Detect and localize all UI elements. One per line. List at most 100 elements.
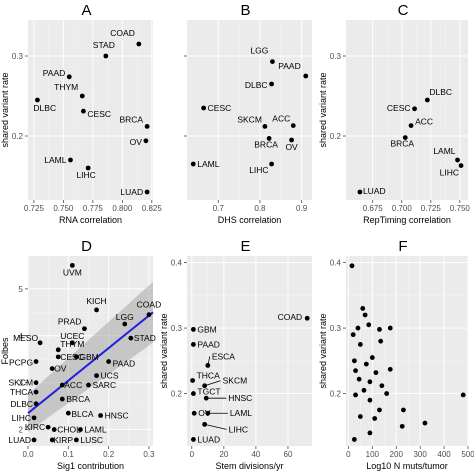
data-point	[455, 157, 460, 163]
y-tick-label: 0.4	[330, 259, 342, 268]
data-point	[94, 373, 99, 379]
point-label: ESCA	[212, 351, 235, 361]
data-point	[82, 326, 87, 332]
x-axis-title: Log10 N muts/tumor	[366, 461, 448, 471]
data-point	[33, 401, 39, 407]
x-tick-label: 0.9	[296, 204, 308, 213]
data-point	[68, 157, 73, 163]
panel-letter: F	[398, 238, 407, 255]
data-point	[384, 391, 390, 396]
y-tick-label: 0.4	[171, 259, 183, 268]
data-point	[55, 354, 61, 360]
x-tick-label: 300	[413, 450, 427, 459]
data-point	[367, 379, 373, 385]
data-point	[369, 355, 375, 360]
y-tick-label: 0.2	[330, 390, 342, 399]
y-axis-title: shared variant rate	[159, 313, 169, 388]
data-point	[66, 74, 72, 80]
data-point	[201, 105, 207, 111]
point-label: CESC	[60, 352, 84, 362]
confidence-band	[28, 281, 153, 432]
data-point	[190, 378, 196, 383]
point-label: KIRC	[25, 422, 45, 432]
data-point	[367, 397, 373, 403]
x-tick-label: 100	[366, 450, 380, 459]
point-label: OV	[130, 137, 143, 147]
y-tick-label: 5	[19, 285, 24, 294]
data-point	[387, 366, 393, 372]
data-point	[262, 124, 268, 129]
panel-letter: E	[240, 238, 250, 255]
data-point	[379, 383, 385, 389]
data-point	[361, 387, 367, 393]
point-label: THYM	[54, 82, 78, 92]
data-point	[401, 407, 406, 413]
point-label: STAD	[134, 333, 156, 343]
data-point	[303, 73, 309, 79]
y-tick-label: 0.2	[330, 132, 342, 141]
data-point	[349, 263, 355, 269]
x-tick-label: 0.725	[24, 204, 45, 213]
x-tick-label: 0.0	[22, 450, 34, 459]
panel-d: 0.0 0.1 0.2 0.3 2 3 4 5 UVM KICH COAD PRAD LGG UCEC ST…	[0, 238, 161, 471]
data-point	[144, 189, 150, 195]
data-point	[136, 41, 142, 47]
data-point	[377, 407, 382, 413]
x-tick-label: 20	[219, 450, 228, 459]
data-point	[353, 368, 358, 374]
point-label: PAAD	[278, 61, 301, 71]
x-tick-label: 0.725	[421, 204, 442, 213]
data-point	[373, 370, 379, 376]
data-point	[402, 135, 408, 141]
point-label: DLBC	[429, 87, 452, 97]
panel-letter: B	[240, 2, 250, 19]
point-label: SKCM	[223, 376, 248, 386]
data-point	[78, 427, 83, 432]
point-label: CESC	[208, 103, 232, 113]
point-label: SARC	[92, 380, 116, 390]
data-point	[357, 414, 363, 419]
point-label: LAML	[230, 408, 252, 418]
x-tick-label: 0.8	[254, 204, 266, 213]
x-axis-title: RNA correlation	[59, 215, 122, 225]
point-label: LUAD	[363, 186, 386, 196]
point-label: KIRP	[53, 435, 73, 445]
data-point	[49, 437, 55, 443]
data-point	[360, 306, 366, 311]
panel-e: 0 20 40 60 0.2 0.3 0.4 COAD GBM PAAD ESCA THCASKCMT…	[159, 238, 312, 471]
point-label: LUAD	[197, 434, 220, 444]
point-label: OV	[54, 364, 67, 374]
data-point	[353, 392, 358, 398]
data-point	[387, 325, 393, 331]
data-point	[146, 312, 152, 318]
data-point	[85, 165, 91, 171]
data-point	[378, 338, 384, 344]
point-label: THYM	[60, 339, 84, 349]
point-label: PAAD	[197, 339, 220, 349]
x-tick-label: 0.675	[363, 204, 384, 213]
panel-letter: C	[398, 2, 409, 19]
x-tick-label: 0.750	[450, 204, 471, 213]
data-point	[122, 321, 128, 327]
point-label: CESC	[87, 109, 111, 119]
point-label: GBM	[79, 352, 98, 362]
point-label: GBM	[197, 324, 216, 334]
x-tick-label: 40	[251, 450, 260, 459]
point-label: PAAD	[113, 359, 136, 369]
point-label: ACC	[64, 380, 82, 390]
data-point	[98, 413, 103, 418]
label-leader-line	[204, 423, 227, 430]
data-point	[37, 340, 43, 346]
point-label: PAAD	[43, 68, 66, 78]
data-point	[203, 395, 209, 401]
point-label: UCEC	[60, 331, 84, 341]
panel-letter: D	[81, 238, 92, 255]
data-point	[460, 392, 466, 398]
point-label: LUAD	[120, 187, 143, 197]
data-point	[270, 59, 275, 64]
data-point	[458, 163, 464, 169]
data-point	[357, 342, 363, 347]
point-label: DLBC	[245, 80, 268, 90]
panel-letter: A	[81, 2, 91, 19]
data-point	[65, 410, 71, 416]
